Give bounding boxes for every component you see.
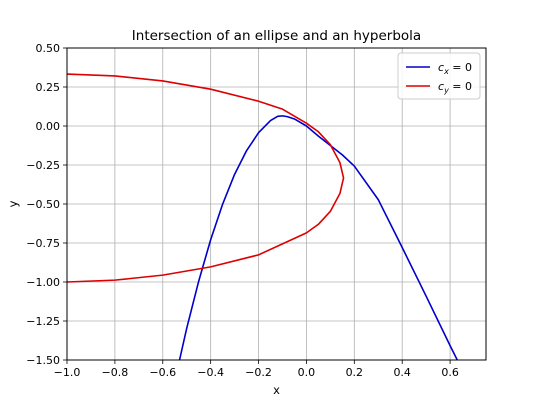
ticks: −1.0 −0.8 −0.6 −0.4 −0.2 0.0 0.2 0.4 0.6 0.50 0.25… [26,42,459,379]
y-tick-label: −0.25 [26,159,60,172]
series-line-1 [67,73,345,283]
legend-box [397,52,481,100]
y-tick-label: 0.00 [36,120,61,133]
y-tick-label: 0.50 [36,42,61,55]
y-axis-label: y [6,200,20,207]
x-tick-label: −0.8 [102,366,129,379]
y-tick-label: −1.00 [26,276,60,289]
legend-label-1: cy = 0 [438,80,472,95]
series-lines [67,73,458,360]
y-tick-label: −1.50 [26,354,60,367]
legend: cx = 0 cy = 0 [397,52,481,100]
x-tick-label: 0.2 [346,366,364,379]
x-tick-label: 0.0 [298,366,316,379]
x-tick-label: −0.6 [149,366,176,379]
chart-title: Intersection of an ellipse and an hyperb… [132,28,421,44]
series-line-0 [178,115,458,360]
x-axis-label: x [273,383,280,397]
y-tick-label: −0.75 [26,237,60,250]
legend-label-0: cx = 0 [438,61,472,76]
y-tick-label: 0.25 [36,81,61,94]
y-tick-label: −1.25 [26,315,60,328]
x-tick-label: −1.0 [54,366,81,379]
x-tick-label: 0.4 [393,366,411,379]
x-tick-label: 0.6 [441,366,459,379]
x-tick-label: −0.4 [197,366,224,379]
x-tick-label: −0.2 [245,366,272,379]
y-tick-label: −0.50 [26,198,60,211]
